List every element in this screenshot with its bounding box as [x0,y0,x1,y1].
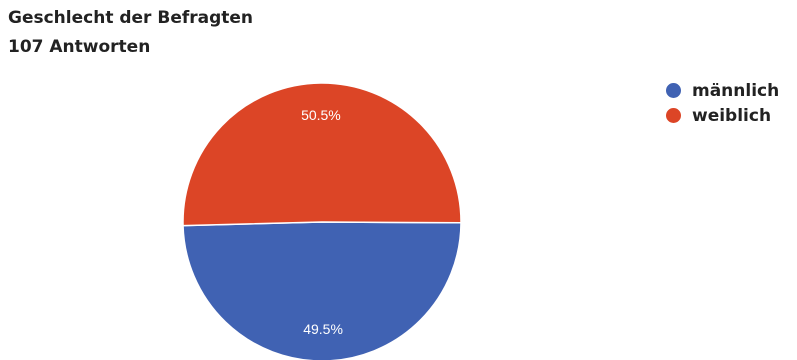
legend-item-weiblich[interactable]: weiblich [666,103,779,128]
response-count: 107 Antworten [8,37,151,57]
chart-title: Geschlecht der Befragten [8,8,254,28]
legend-label-weiblich: weiblich [692,105,772,126]
legend-swatch-weiblich [666,108,681,123]
legend-swatch-maennlich [666,83,681,98]
pie-slice-weiblich[interactable] [182,82,462,227]
legend: männlich weiblich [666,78,779,128]
legend-item-maennlich[interactable]: männlich [666,78,779,103]
pie-slice-label-weiblich: 50.5% [301,107,341,123]
pie-slices [182,82,462,360]
pie-slice-label-maennlich: 49.5% [303,321,343,337]
pie-slice-labels: 49.5% 50.5% [301,107,343,337]
pie-slice-maennlich[interactable] [182,221,462,360]
legend-label-maennlich: männlich [692,80,780,101]
